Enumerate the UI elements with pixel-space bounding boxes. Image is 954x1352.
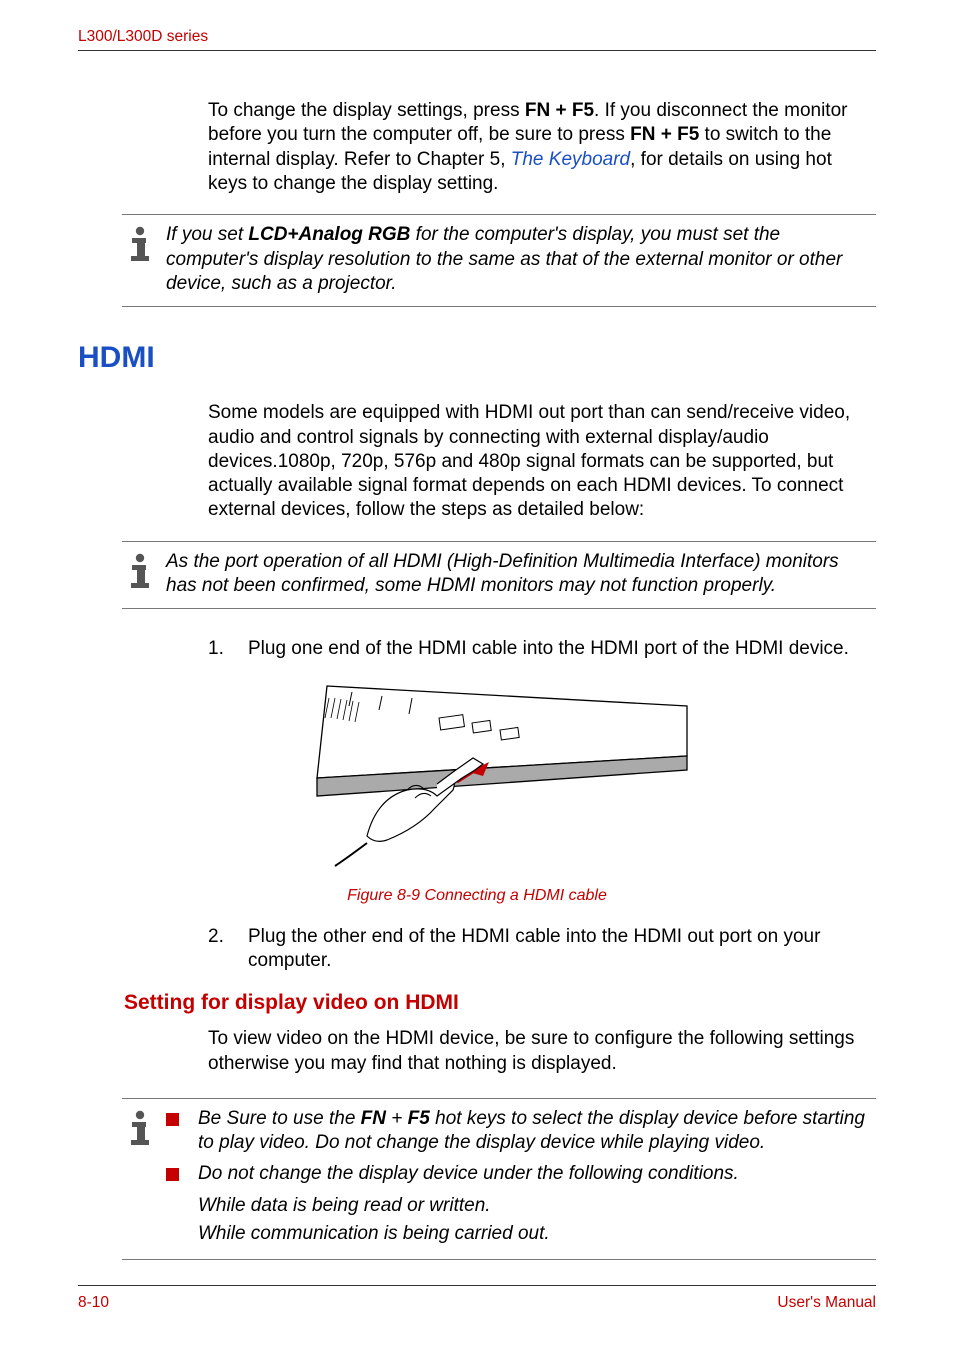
note-block-2: As the port operation of all HDMI (High-…: [122, 541, 876, 610]
info-icon: [122, 550, 166, 597]
figure-hdmi-cable: [78, 668, 876, 873]
setting-paragraph: To view video on the HDMI device, be sur…: [208, 1027, 876, 1076]
hdmi-paragraph: Some models are equipped with HDMI out p…: [208, 401, 876, 523]
note-content: Be Sure to use the FN + F5 hot keys to s…: [166, 1107, 876, 1249]
list-text: Plug the other end of the HDMI cable int…: [248, 925, 876, 974]
manual-label: User's Manual: [777, 1294, 876, 1312]
setting-heading: Setting for display video on HDMI: [124, 991, 876, 1015]
sub-line: While communication is being carried out…: [198, 1220, 870, 1249]
info-icon: [122, 223, 166, 270]
list-item: 1. Plug one end of the HDMI cable into t…: [208, 637, 876, 661]
note-block-1: If you set LCD+Analog RGB for the comput…: [122, 214, 876, 307]
numbered-list: 1. Plug one end of the HDMI cable into t…: [208, 637, 876, 661]
page-number: 8-10: [78, 1294, 109, 1312]
bullet-icon: [166, 1162, 198, 1186]
text: To change the display settings, press: [208, 100, 525, 121]
bullet-icon: [166, 1107, 198, 1156]
figure-caption: Figure 8-9 Connecting a HDMI cable: [78, 887, 876, 905]
series-label: L300/L300D series: [78, 28, 208, 45]
note-text: As the port operation of all HDMI (High-…: [166, 550, 876, 599]
bullet-text: Do not change the display device under t…: [198, 1162, 870, 1186]
bullet-text: Be Sure to use the FN + F5 hot keys to s…: [198, 1107, 870, 1156]
header-bar: L300/L300D series: [78, 28, 876, 51]
intro-paragraph: To change the display settings, press FN…: [208, 99, 876, 196]
numbered-list: 2. Plug the other end of the HDMI cable …: [208, 925, 876, 974]
text: If you set: [166, 224, 248, 245]
content-area: To change the display settings, press FN…: [78, 99, 876, 1285]
info-icon: [122, 1107, 166, 1154]
note-text: If you set LCD+Analog RGB for the comput…: [166, 223, 876, 296]
list-item: 2. Plug the other end of the HDMI cable …: [208, 925, 876, 974]
note-block-3: Be Sure to use the FN + F5 hot keys to s…: [122, 1098, 876, 1260]
list-number: 2.: [208, 925, 248, 974]
hotkey: FN + F5: [525, 100, 594, 121]
bullet-list: Be Sure to use the FN + F5 hot keys to s…: [166, 1107, 870, 1249]
footer-bar: 8-10 User's Manual: [78, 1285, 876, 1312]
chapter-link[interactable]: The Keyboard: [511, 149, 630, 170]
list-text: Plug one end of the HDMI cable into the …: [248, 637, 876, 661]
list-number: 1.: [208, 637, 248, 661]
bullet-item: Do not change the display device under t…: [166, 1162, 870, 1186]
text: +: [386, 1108, 408, 1129]
hotkey: FN: [361, 1108, 386, 1129]
hdmi-diagram: [257, 668, 697, 868]
bold-term: LCD+Analog RGB: [248, 224, 410, 245]
page: L300/L300D series To change the display …: [0, 0, 954, 1352]
hotkey: F5: [408, 1108, 430, 1129]
hdmi-heading: HDMI: [78, 341, 876, 375]
text: Be Sure to use the: [198, 1108, 361, 1129]
bullet-item: Be Sure to use the FN + F5 hot keys to s…: [166, 1107, 870, 1156]
sub-line: While data is being read or written.: [198, 1192, 870, 1221]
hotkey: FN + F5: [630, 124, 699, 145]
